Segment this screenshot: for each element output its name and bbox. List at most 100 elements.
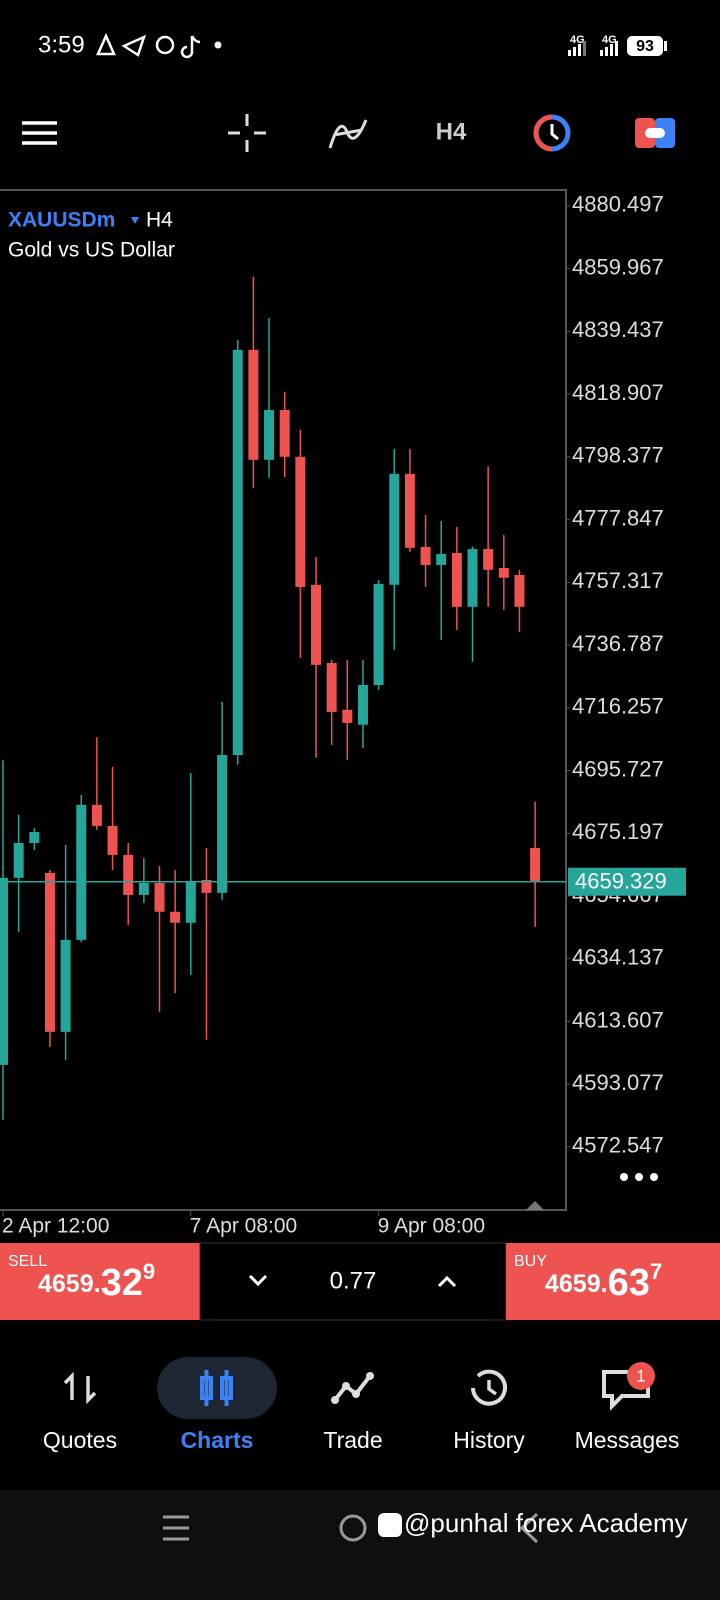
status-time: 3:59 bbox=[38, 31, 85, 58]
y-tick-label: 4634.137 bbox=[572, 945, 664, 970]
battery-level: 93 bbox=[636, 38, 654, 55]
nav-badge: 1 bbox=[636, 1366, 645, 1385]
candle-body bbox=[138, 883, 149, 895]
current-price-box bbox=[568, 867, 686, 896]
candle-body bbox=[29, 832, 40, 844]
x-tick-label: 7 Apr 08:00 bbox=[190, 1215, 297, 1238]
candle-body bbox=[326, 663, 337, 712]
volume[interactable]: 0.77 bbox=[330, 1267, 377, 1294]
y-tick-label: 4695.727 bbox=[572, 756, 664, 781]
candle-body bbox=[467, 549, 478, 607]
nav-history[interactable]: History bbox=[453, 1369, 525, 1453]
nav-label: Trade bbox=[323, 1427, 382, 1453]
volume-down[interactable] bbox=[248, 1274, 268, 1287]
menu-button[interactable] bbox=[22, 121, 57, 145]
indicators-button[interactable] bbox=[328, 119, 368, 149]
candle-body bbox=[123, 854, 134, 895]
y-tick-label: 4613.607 bbox=[572, 1007, 664, 1032]
candle-body bbox=[217, 755, 228, 893]
sell-bg bbox=[0, 1243, 200, 1320]
network-label: 4G bbox=[602, 34, 617, 46]
sell-price: 4659.329 bbox=[38, 1259, 155, 1304]
candle-body bbox=[436, 553, 447, 565]
y-tick-label: 4777.847 bbox=[572, 505, 664, 530]
y-tick-label: 4716.257 bbox=[572, 694, 664, 719]
nav-messages[interactable]: 1 Messages bbox=[575, 1362, 680, 1453]
candle-body bbox=[514, 575, 525, 607]
candle-body bbox=[342, 709, 353, 723]
y-tick-label: 4736.787 bbox=[572, 631, 664, 656]
price-big: 32 bbox=[101, 1262, 143, 1304]
system-bar bbox=[0, 1490, 720, 1600]
system-back[interactable] bbox=[519, 1512, 539, 1544]
watermark: @punhal forex Academy bbox=[404, 1508, 688, 1538]
candle-body bbox=[264, 410, 275, 460]
candle-body bbox=[185, 881, 196, 923]
candle-body bbox=[373, 583, 384, 686]
candle-body bbox=[451, 553, 462, 607]
symbol-timeframe: H4 bbox=[146, 209, 173, 232]
volume-up[interactable] bbox=[437, 1275, 457, 1288]
y-tick-label: 4675.197 bbox=[572, 819, 664, 844]
status-dot bbox=[214, 41, 222, 49]
candle-body bbox=[91, 804, 102, 826]
system-recents[interactable] bbox=[163, 1515, 189, 1541]
symbol-dropdown[interactable] bbox=[131, 217, 139, 224]
nav-label: Charts bbox=[181, 1427, 254, 1453]
more-button[interactable] bbox=[620, 1173, 658, 1181]
candle-body bbox=[201, 879, 212, 893]
y-tick-label: 4839.437 bbox=[572, 317, 664, 342]
nav-label: History bbox=[453, 1427, 525, 1453]
y-tick-label: 4593.077 bbox=[572, 1070, 664, 1095]
current-price-label: 4659.329 bbox=[575, 869, 667, 894]
candle-body bbox=[530, 847, 541, 882]
candle-body bbox=[498, 567, 509, 578]
nav-quotes[interactable]: Quotes bbox=[43, 1371, 117, 1453]
price-big: 63 bbox=[608, 1262, 650, 1304]
candle-body bbox=[76, 804, 87, 940]
period-button[interactable] bbox=[533, 114, 571, 152]
sell-button[interactable]: SELL 4659.329 bbox=[0, 1243, 200, 1320]
price-head: 4659. bbox=[38, 1270, 101, 1298]
buy-button[interactable]: BUY 4659.637 bbox=[506, 1243, 720, 1320]
battery-tip bbox=[664, 41, 667, 51]
candle-body bbox=[170, 911, 181, 923]
candle-body bbox=[107, 825, 118, 855]
trade-mode-button[interactable] bbox=[635, 118, 675, 148]
candle-body bbox=[0, 877, 8, 1065]
candle-body bbox=[13, 843, 24, 878]
candle-body bbox=[232, 349, 243, 756]
buy-label: BUY bbox=[514, 1253, 547, 1270]
y-tick-label: 4880.497 bbox=[572, 192, 664, 217]
price-head: 4659. bbox=[545, 1270, 608, 1298]
candle-body bbox=[483, 549, 494, 570]
x-tick-label: 9 Apr 08:00 bbox=[378, 1215, 485, 1238]
nav-label: Quotes bbox=[43, 1427, 117, 1453]
facebook-icon bbox=[378, 1513, 402, 1537]
candle-body bbox=[295, 456, 306, 587]
crosshair-button[interactable] bbox=[228, 114, 266, 152]
candle-body bbox=[311, 584, 321, 665]
chart-frame bbox=[0, 189, 567, 1211]
candle-body bbox=[248, 349, 259, 460]
nav-charts[interactable]: Charts bbox=[181, 1370, 254, 1453]
timeframe-button[interactable]: H4 bbox=[436, 118, 467, 145]
system-home[interactable] bbox=[339, 1514, 367, 1542]
battery bbox=[627, 36, 663, 56]
candle-body bbox=[60, 939, 71, 1032]
candle-body bbox=[357, 685, 368, 725]
nav-label: Messages bbox=[575, 1427, 680, 1453]
y-tick-label: 4818.907 bbox=[572, 380, 664, 405]
candle-body bbox=[279, 410, 290, 457]
signal-bars bbox=[568, 41, 618, 56]
symbol-name[interactable]: XAUUSDm bbox=[8, 209, 115, 232]
y-tick-label: 4757.317 bbox=[572, 568, 664, 593]
y-tick-label: 4572.547 bbox=[572, 1133, 664, 1158]
nav-active-pill bbox=[157, 1357, 277, 1419]
chart-plot bbox=[0, 276, 566, 1120]
y-tick-label: 4798.377 bbox=[572, 443, 664, 468]
candle-body bbox=[404, 473, 415, 548]
nav-trade[interactable]: Trade bbox=[323, 1372, 383, 1453]
